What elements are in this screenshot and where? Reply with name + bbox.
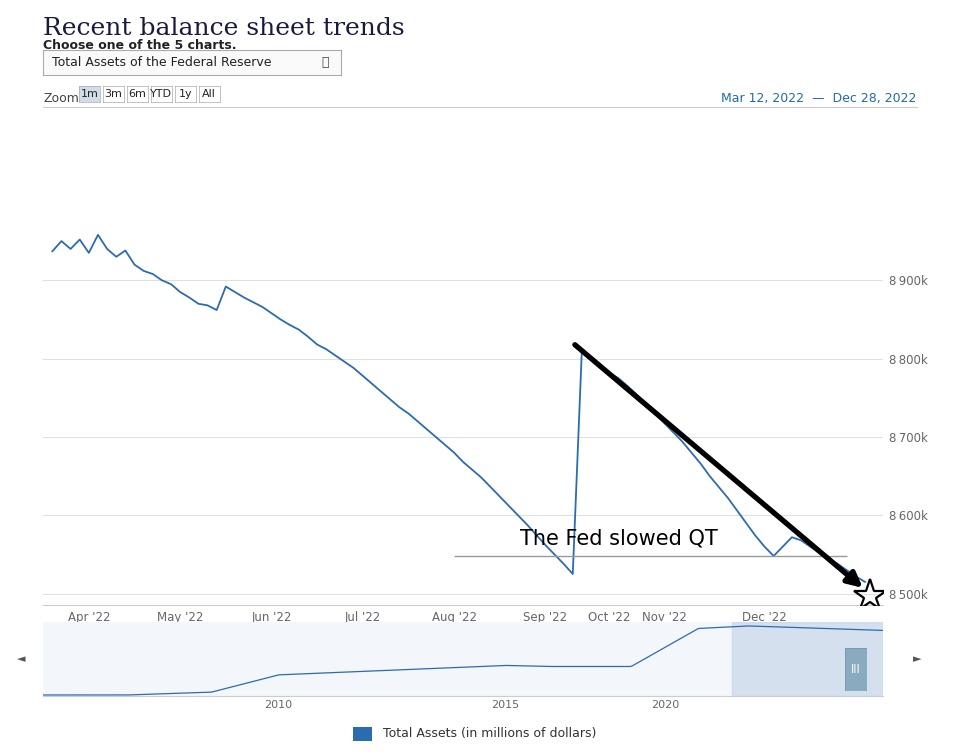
Text: 1m: 1m — [81, 89, 98, 99]
Text: |||: ||| — [851, 665, 860, 673]
Bar — [732, 622, 883, 696]
Text: 1y: 1y — [179, 89, 192, 99]
Text: The Fed slowed QT: The Fed slowed QT — [519, 528, 717, 548]
Text: Mar 12, 2022  —  Dec 28, 2022: Mar 12, 2022 — Dec 28, 2022 — [721, 92, 917, 105]
Text: Total Assets of the Federal Reserve: Total Assets of the Federal Reserve — [52, 56, 272, 69]
Text: ►: ► — [913, 653, 922, 664]
Text: All: All — [203, 89, 216, 99]
Text: Choose one of the 5 charts.: Choose one of the 5 charts. — [43, 39, 237, 52]
Text: ⤵: ⤵ — [322, 56, 329, 69]
Text: 3m: 3m — [105, 89, 122, 99]
Text: YTD: YTD — [151, 89, 172, 99]
Text: Recent balance sheet trends: Recent balance sheet trends — [43, 17, 405, 40]
Text: 6m: 6m — [129, 89, 146, 99]
Text: Zoom: Zoom — [43, 92, 79, 105]
FancyBboxPatch shape — [353, 726, 372, 741]
Text: ◄: ◄ — [17, 653, 26, 664]
Text: Total Assets (in millions of dollars): Total Assets (in millions of dollars) — [383, 727, 596, 741]
